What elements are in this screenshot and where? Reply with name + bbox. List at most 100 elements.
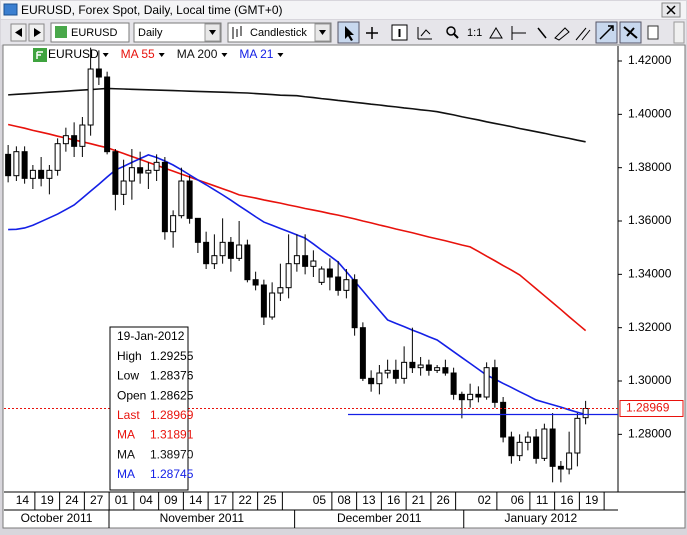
candle-body: [5, 153, 12, 177]
info-value: 1.28969: [150, 408, 194, 422]
candle-body: [359, 327, 366, 379]
candle-body: [178, 180, 185, 217]
style-icon: [232, 26, 242, 39]
draw-tool[interactable]: [489, 27, 503, 39]
candle-body: [351, 279, 358, 329]
info-value: 1.31891: [150, 428, 194, 442]
candle-body: [211, 255, 218, 265]
info-label: High: [117, 349, 142, 363]
title-bar: [1, 1, 686, 19]
info-value: 1.28625: [150, 388, 194, 402]
trend-tool[interactable]: [537, 27, 547, 39]
candle-body: [450, 372, 457, 395]
x-tick-label: 06: [511, 493, 525, 507]
x-tick-label: 02: [478, 493, 492, 507]
period-text: Daily: [138, 27, 163, 39]
candle-body: [277, 287, 284, 294]
candle-body: [533, 436, 540, 459]
zoom-tool[interactable]: [446, 26, 456, 36]
x-tick-label: 14: [16, 493, 30, 507]
info-label: MA: [117, 447, 135, 461]
x-tick-label: 27: [90, 493, 104, 507]
candle-body: [62, 135, 69, 145]
x-tick-label: 17: [214, 493, 228, 507]
y-tick-label: 1.28000: [628, 427, 672, 441]
legend-entry: MA 200: [177, 47, 218, 61]
y-tick-label: 1.34000: [628, 267, 672, 281]
candle-body: [500, 401, 507, 438]
style-select[interactable]: [227, 22, 332, 43]
candle-body: [524, 436, 531, 443]
erase-tool[interactable]: [554, 27, 570, 41]
candle-body: [170, 215, 177, 233]
month-label: November 2011: [160, 511, 245, 525]
last-price-label: 1.28969: [626, 401, 670, 415]
candle-body: [145, 169, 152, 174]
candle-body: [442, 367, 449, 374]
y-tick-label: 1.38000: [628, 160, 672, 174]
candle-body: [318, 268, 325, 283]
candle-body: [260, 284, 267, 318]
candle-body: [343, 279, 350, 291]
legend-symbol-icon-mark: [36, 51, 43, 59]
zoom-icon: [453, 33, 459, 39]
dropdown-arrow: [209, 30, 216, 35]
month-label: December 2011: [337, 511, 422, 525]
info-value: 1.29255: [150, 349, 194, 363]
template-tool[interactable]: [647, 25, 659, 40]
line-tool[interactable]: [511, 26, 526, 40]
candle-body: [203, 241, 210, 265]
candle-body: [467, 393, 474, 401]
candle-body: [458, 393, 465, 401]
x-tick-label: 24: [65, 493, 79, 507]
magnet-icon: [623, 26, 638, 39]
candle-body: [120, 180, 127, 195]
info-label: MA: [117, 467, 135, 481]
symbol-input[interactable]: [50, 22, 130, 43]
candle-body: [384, 369, 391, 374]
info-label: Open: [117, 388, 146, 402]
toolbar-scroll[interactable]: [673, 21, 685, 44]
candle-body: [434, 367, 441, 371]
x-tick-label: 04: [139, 493, 153, 507]
candle-body: [227, 241, 234, 259]
x-tick-label: 01: [115, 493, 129, 507]
candle-body: [335, 276, 342, 291]
x-tick-label: 16: [560, 493, 574, 507]
candle-body: [252, 279, 259, 286]
legend-entry: MA 21: [239, 47, 273, 61]
candle-body: [508, 436, 515, 457]
candle-body: [54, 143, 61, 171]
legend-dropdown: [221, 53, 228, 57]
candle-body: [244, 244, 251, 281]
info-date: 19-Jan-2012: [117, 329, 185, 343]
pen-tool[interactable]: [575, 27, 591, 41]
nav-forward-icon: [34, 28, 41, 37]
candle-body: [104, 76, 111, 153]
candle-body: [326, 268, 333, 278]
chart-tool[interactable]: [417, 27, 432, 40]
window-icon: [3, 3, 18, 16]
candle-body: [236, 244, 243, 259]
info-box: [109, 326, 189, 491]
period-select[interactable]: [133, 22, 222, 43]
symbol-icon: [55, 26, 67, 38]
candle-body: [491, 367, 498, 403]
candle-body: [161, 161, 168, 233]
x-tick-label: 21: [412, 493, 426, 507]
candle-body: [269, 292, 276, 318]
candle-body: [29, 169, 36, 179]
x-tick-label: 11: [536, 493, 549, 507]
candle-body: [293, 255, 300, 265]
candle-body: [483, 367, 490, 398]
x-tick-label: 08: [337, 493, 351, 507]
candle-body: [417, 364, 424, 369]
y-tick-label: 1.32000: [628, 320, 672, 334]
candle-body: [549, 428, 556, 467]
x-tick-label: 19: [40, 493, 54, 507]
last-price-tag: [619, 400, 684, 418]
crosshair-tool[interactable]: [366, 27, 378, 39]
pointer-icon: [345, 26, 354, 41]
zoom-reset[interactable]: 1:1: [467, 27, 482, 39]
candle-body: [566, 452, 573, 470]
